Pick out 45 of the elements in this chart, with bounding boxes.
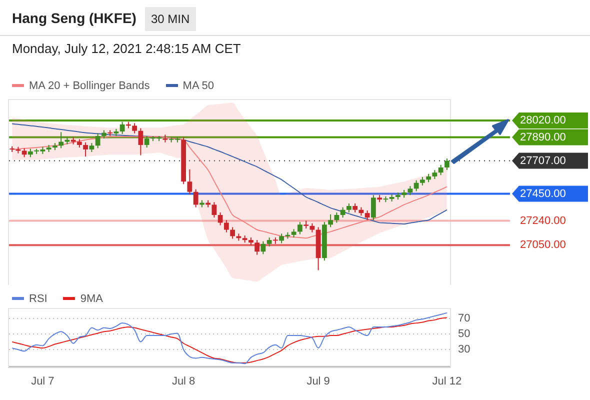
legend-label: RSI — [28, 293, 48, 305]
legend-label: MA 50 — [182, 80, 214, 92]
candlestick — [230, 226, 236, 240]
x-tick-label: Jul 9 — [306, 375, 330, 388]
text: 30 MIN — [145, 7, 196, 31]
candlestick — [218, 212, 223, 226]
x-tick-label: Jul 12 — [432, 375, 462, 388]
candlestick — [144, 135, 150, 148]
chart-title: Hang Seng (HKFE) — [12, 10, 136, 26]
candlestick — [83, 142, 88, 158]
candlestick — [297, 222, 302, 235]
candlestick — [254, 240, 260, 256]
candlestick — [132, 122, 138, 134]
candlestick — [58, 132, 64, 149]
ref-line-label: 27890.00 — [520, 131, 566, 144]
candlestick — [193, 188, 198, 208]
candlestick — [414, 180, 419, 192]
candlestick — [187, 168, 192, 195]
ref-line-label: 27050.00 — [520, 239, 566, 252]
candlestick — [340, 206, 346, 218]
candlestick — [334, 212, 340, 224]
candlestick — [370, 194, 376, 221]
y-tick-label: 30 — [458, 344, 470, 356]
candlestick — [444, 158, 450, 171]
y-tick-label: 50 — [458, 328, 470, 340]
candlestick — [138, 128, 144, 156]
legend-label: 9MA — [79, 293, 103, 305]
y-tick-label: 70 — [458, 312, 470, 324]
ref-line-label: 27240.00 — [520, 214, 566, 227]
candlestick — [95, 132, 100, 149]
x-tick-label: Jul 8 — [172, 375, 196, 388]
legend-label: MA 20 + Bollinger Bands — [28, 80, 150, 92]
ref-line-label: 27450.00 — [520, 188, 566, 200]
candlestick — [260, 240, 266, 255]
candlestick — [364, 210, 370, 221]
candlestick — [438, 164, 444, 176]
candlestick — [212, 202, 217, 218]
chart-subtitle: Monday, July 12, 2021 2:48:15 AM CET — [12, 41, 241, 56]
x-tick-label: Jul 7 — [31, 375, 54, 388]
candlestick — [224, 220, 229, 233]
candlestick — [120, 121, 125, 135]
candlestick — [328, 214, 334, 228]
candlestick — [279, 233, 284, 244]
ref-line-label: 27707.00 — [520, 154, 566, 167]
ref-line-label: 28020.00 — [520, 114, 566, 127]
